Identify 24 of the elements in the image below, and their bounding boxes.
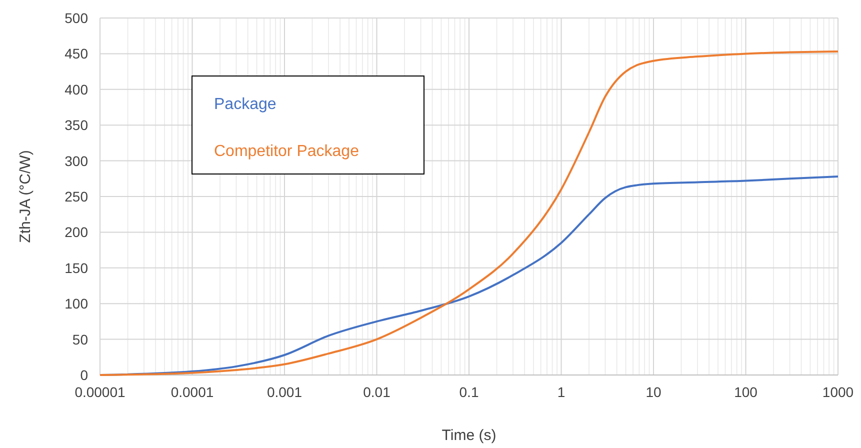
x-axis-title: Time (s) [442,427,496,444]
y-axis-title: Zth-JA (°C/W) [17,150,34,243]
x-tick-label: 0.01 [363,384,391,400]
y-tick-label: 200 [64,224,88,240]
text: Competitor Package [214,143,360,160]
x-tick-label: 1 [557,384,566,400]
x-tick-label: 100 [734,384,758,400]
y-tick-label: 150 [64,260,88,276]
x-tick-label: 10 [646,384,662,400]
y-tick-label: 400 [64,81,88,98]
y-tick-label: 500 [64,10,88,26]
y-tick-label: 0 [80,367,88,383]
y-tick-label: 100 [64,296,88,312]
x-tick-label: 0.001 [266,384,302,400]
y-tick-label: 50 [72,331,88,348]
x-tick-label: 0.1 [459,384,479,400]
x-tick-label: 0.00001 [74,384,126,400]
x-tick-label: 1000 [822,384,854,400]
text: Package [214,96,276,113]
y-tick-label: 450 [64,46,88,62]
y-tick-label: 350 [64,117,88,134]
y-tick-label: 250 [64,188,88,204]
x-tick-label: 0.0001 [170,384,214,400]
y-tick-label: 300 [64,152,88,169]
